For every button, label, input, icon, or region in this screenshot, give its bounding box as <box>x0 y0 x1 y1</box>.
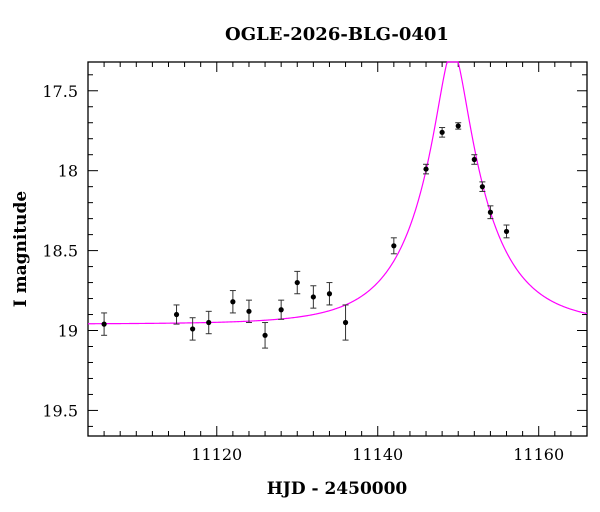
data-points <box>101 122 510 349</box>
data-point <box>390 237 397 255</box>
plot-area <box>87 61 588 437</box>
x-tick-label: 11120 <box>191 445 242 464</box>
y-tick-label: 19.5 <box>42 401 78 420</box>
data-point <box>471 154 478 165</box>
data-point <box>326 282 333 306</box>
data-point <box>245 299 252 324</box>
y-tick-label: 19 <box>58 322 78 341</box>
data-marker <box>230 299 236 305</box>
data-marker <box>278 307 284 313</box>
x-axis-label: HJD - 2450000 <box>267 479 408 499</box>
data-marker <box>391 243 397 249</box>
x-tick-label: 11140 <box>352 445 403 464</box>
data-marker <box>342 319 349 326</box>
axis-ticks <box>87 62 588 436</box>
data-marker <box>262 332 268 338</box>
data-marker <box>471 156 477 163</box>
chart-title: OGLE-2026-BLG-0401 <box>225 24 449 45</box>
data-marker <box>439 129 445 135</box>
data-marker <box>310 294 316 300</box>
data-point <box>278 299 285 320</box>
data-point <box>229 290 236 314</box>
model-curve <box>88 61 588 325</box>
data-point <box>342 304 349 341</box>
data-marker <box>455 123 461 129</box>
data-marker <box>294 279 300 286</box>
data-point <box>455 122 462 130</box>
data-marker <box>206 319 212 326</box>
y-tick-label: 18.5 <box>42 242 78 261</box>
data-marker <box>101 321 107 327</box>
data-point <box>439 127 446 138</box>
data-marker <box>246 308 252 314</box>
y-tick-label: 18 <box>58 162 78 181</box>
data-marker <box>173 311 180 318</box>
data-point <box>189 317 196 341</box>
data-marker <box>479 184 485 190</box>
data-point <box>310 285 317 309</box>
data-marker <box>190 326 196 332</box>
data-point <box>173 304 180 325</box>
data-point <box>205 310 212 335</box>
data-point <box>487 205 494 220</box>
data-marker <box>423 166 429 172</box>
x-tick-label: 11160 <box>513 445 564 464</box>
data-point <box>294 270 301 295</box>
data-point <box>503 224 510 239</box>
data-point <box>101 312 108 336</box>
data-marker <box>503 228 510 235</box>
data-point <box>262 322 269 349</box>
plot-frame <box>87 61 588 437</box>
y-axis-label: I magnitude <box>11 191 31 308</box>
y-tick-label: 17.5 <box>42 82 78 101</box>
data-marker <box>326 291 333 297</box>
data-marker <box>487 209 494 215</box>
axis-tick-labels: 11120 11140 11160 17.5 18 18.5 19 19.5 <box>42 82 564 464</box>
data-point <box>423 163 430 175</box>
data-point <box>479 181 486 192</box>
